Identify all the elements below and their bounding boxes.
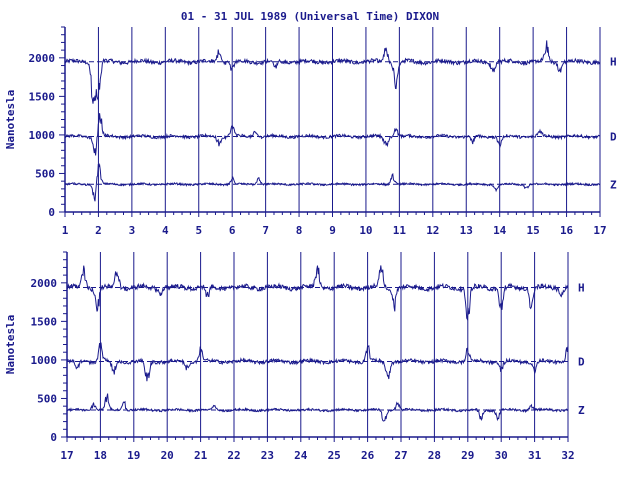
y-tick-label: 500 <box>37 392 57 405</box>
series-label-H: H <box>610 56 617 69</box>
x-tick-label: 5 <box>195 224 202 237</box>
x-tick-label: 22 <box>227 449 240 462</box>
x-tick-label: 1 <box>62 224 69 237</box>
series-label-D: D <box>578 355 585 368</box>
x-tick-label: 10 <box>359 224 372 237</box>
x-tick-label: 3 <box>129 224 136 237</box>
x-tick-label: 28 <box>428 449 441 462</box>
x-tick-label: 12 <box>426 224 439 237</box>
y-axis-label: Nanotesla <box>4 315 17 375</box>
y-tick-label: 1000 <box>29 129 56 142</box>
x-tick-label: 25 <box>328 449 341 462</box>
x-tick-label: 17 <box>593 224 606 237</box>
y-tick-label: 1000 <box>31 354 58 367</box>
x-tick-label: 26 <box>361 449 375 462</box>
x-tick-label: 29 <box>461 449 474 462</box>
series-label-Z: Z <box>578 404 585 417</box>
x-tick-label: 7 <box>262 224 269 237</box>
series-Z-trace <box>66 393 569 422</box>
series-H-trace <box>64 40 601 104</box>
series-H-trace <box>66 265 569 322</box>
series-label-Z: Z <box>610 178 617 191</box>
x-tick-label: 21 <box>194 449 208 462</box>
x-tick-label: 32 <box>561 449 574 462</box>
y-axis-label: Nanotesla <box>4 90 17 150</box>
panel-2: 2000 1500 1000 500 0 Nanotesla 17 18 19 20 21 22 23 2… <box>4 251 585 462</box>
x-tick-label: 9 <box>329 224 336 237</box>
x-tick-label: 19 <box>127 449 140 462</box>
x-tick-label: 24 <box>294 449 308 462</box>
x-tick-label: 16 <box>560 224 574 237</box>
y-tick-label: 2000 <box>29 52 56 65</box>
chart-title: 01 - 31 JUL 1989 (Universal Time) DIXON <box>181 10 439 23</box>
series-label-D: D <box>610 130 617 143</box>
x-tick-label: 11 <box>393 224 407 237</box>
series-label-H: H <box>578 281 585 294</box>
y-tick-label: 500 <box>35 167 55 180</box>
y-tick-label: 0 <box>50 431 57 444</box>
x-tick-label: 17 <box>60 449 73 462</box>
x-tick-label: 2 <box>95 224 102 237</box>
y-tick-label: 0 <box>48 206 55 219</box>
x-tick-label: 18 <box>94 449 107 462</box>
x-tick-label: 8 <box>296 224 303 237</box>
x-tick-label: 13 <box>460 224 473 237</box>
x-tick-label: 31 <box>528 449 542 462</box>
series-D-trace <box>66 342 569 382</box>
y-tick-label: 2000 <box>31 277 58 290</box>
x-tick-label: 23 <box>261 449 274 462</box>
x-tick-label: 6 <box>229 224 236 237</box>
x-tick-label: 27 <box>394 449 407 462</box>
x-tick-label: 20 <box>161 449 174 462</box>
x-tick-label: 30 <box>495 449 508 462</box>
series-Z-trace <box>64 162 601 202</box>
y-tick-label: 1500 <box>31 315 58 328</box>
x-tick-label: 15 <box>527 224 540 237</box>
y-tick-label: 1500 <box>29 90 56 103</box>
x-tick-label: 14 <box>493 224 507 237</box>
series-D-trace <box>64 113 601 156</box>
x-tick-label: 4 <box>162 224 169 237</box>
